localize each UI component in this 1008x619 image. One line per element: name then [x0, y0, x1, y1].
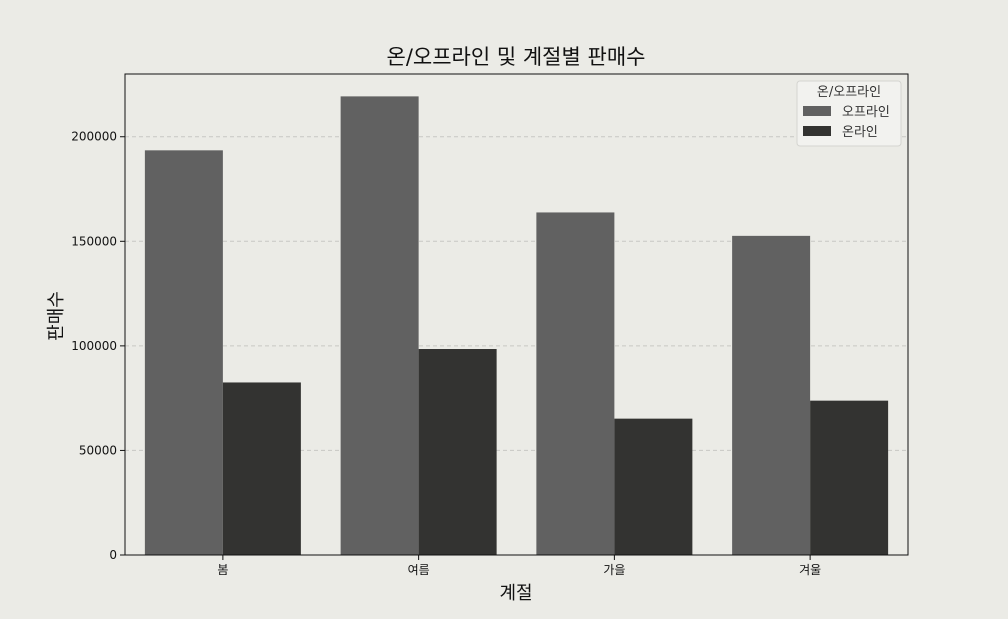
legend-title: 온/오프라인: [817, 85, 881, 100]
legend-swatch-offline: [803, 106, 831, 116]
y-axis-title: 판매수: [46, 291, 67, 341]
bars: [144, 96, 889, 556]
legend-swatch-online: [803, 126, 831, 136]
y-tick-label: 100000: [71, 339, 117, 353]
x-tick-label: 봄: [217, 563, 228, 577]
plot-frame: [124, 73, 909, 556]
x-tick-label: 겨울: [799, 563, 821, 577]
bar-offline-2: [536, 212, 615, 556]
bar-online-0: [222, 382, 301, 555]
bar-online-3: [810, 400, 889, 555]
bar-online-2: [614, 418, 693, 555]
axis-ticks: 0 50000 100000 150000 200000 봄 여름 가을 겨울: [71, 130, 821, 577]
bar-offline-0: [144, 150, 223, 555]
x-tick-label: 가을: [603, 563, 625, 577]
x-axis-title: 계절: [499, 583, 532, 604]
bar-offline-1: [340, 96, 419, 555]
y-tick-label: 0: [109, 548, 117, 562]
bar-online-1: [418, 349, 497, 555]
x-tick-label: 여름: [408, 563, 430, 577]
legend-label-online: 온라인: [842, 125, 878, 140]
bar-offline-3: [732, 235, 811, 556]
y-tick-label: 200000: [71, 130, 117, 144]
legend-label-offline: 오프라인: [842, 105, 890, 120]
chart-title: 온/오프라인 및 계절별 판매수: [387, 45, 646, 69]
y-tick-label: 150000: [71, 234, 117, 248]
legend: 온/오프라인 오프라인 온라인: [796, 80, 902, 147]
y-tick-label: 50000: [79, 443, 117, 457]
